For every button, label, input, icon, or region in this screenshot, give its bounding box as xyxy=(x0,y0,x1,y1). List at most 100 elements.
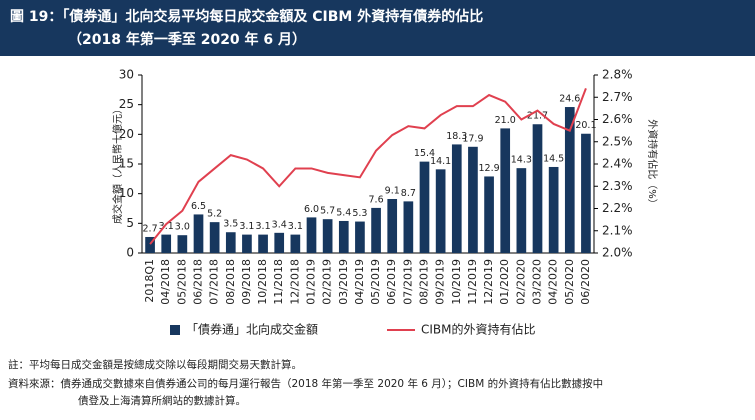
bar xyxy=(242,234,252,253)
x-tick-label: 03/2020 xyxy=(531,259,544,305)
y-tick-label: 25 xyxy=(119,97,134,111)
y-tick-label: 0 xyxy=(126,246,134,260)
bar xyxy=(290,234,301,253)
data-label: 21.7 xyxy=(527,111,548,122)
x-tick-label: 05/2018 xyxy=(175,259,188,305)
y2-tick-label: 2.7% xyxy=(602,90,633,104)
title-band xyxy=(0,0,755,56)
data-label: 3.0 xyxy=(175,222,190,233)
x-tick-label: 06/2019 xyxy=(385,259,398,305)
data-label: 3.1 xyxy=(288,221,303,232)
x-tick-label: 2018Q1 xyxy=(143,259,156,303)
bar xyxy=(468,146,478,253)
x-tick-label: 04/2018 xyxy=(159,259,172,305)
legend-swatch xyxy=(170,325,180,335)
x-tick-label: 02/2020 xyxy=(514,259,527,305)
line xyxy=(149,87,587,245)
y2-tick-label: 2.5% xyxy=(602,134,633,148)
data-label: 20.1 xyxy=(575,120,596,131)
legend-label: 「債券通」北向成交金額 xyxy=(186,322,318,337)
y2-tick-label: 2.1% xyxy=(602,223,633,237)
bar xyxy=(306,217,317,253)
data-label: 5.3 xyxy=(352,208,367,219)
x-tick-label: 06/2020 xyxy=(579,259,592,305)
x-tick-label: 01/2019 xyxy=(305,259,318,305)
x-tick-label: 07/2019 xyxy=(401,259,414,305)
data-label: 15.4 xyxy=(414,148,435,159)
data-label: 14.3 xyxy=(511,155,532,166)
bar xyxy=(371,207,381,253)
bar xyxy=(484,176,494,253)
x-tick-label: 02/2019 xyxy=(321,259,334,305)
x-tick-label: 10/2018 xyxy=(256,259,269,305)
bar xyxy=(548,166,559,253)
data-label: 14.5 xyxy=(543,153,564,164)
y-tick-label: 5 xyxy=(126,216,134,230)
bar xyxy=(387,199,398,253)
bar xyxy=(161,234,172,253)
y-tick-label: 20 xyxy=(119,127,134,141)
bar xyxy=(355,221,365,253)
x-tick-label: 09/2018 xyxy=(240,259,253,305)
x-tick-label: 11/2019 xyxy=(466,259,479,305)
note: 註：平均每日成交金額是按總成交除以每段期間交易天數計算。 xyxy=(8,358,302,371)
data-label: 5.2 xyxy=(207,209,222,220)
y-tick-label: 15 xyxy=(119,157,134,171)
y2-axis-label: 外資持有佔比（%） xyxy=(646,119,659,209)
data-label: 3.5 xyxy=(223,219,238,230)
data-label: 3.4 xyxy=(272,219,287,230)
y-tick-label: 10 xyxy=(119,186,134,200)
x-tick-label: 11/2018 xyxy=(272,259,285,305)
bar xyxy=(258,234,268,253)
y2-tick-label: 2.3% xyxy=(602,179,633,193)
y2-tick-label: 2.8% xyxy=(602,68,633,82)
x-tick-label: 03/2019 xyxy=(337,259,350,305)
data-label: 17.9 xyxy=(462,133,483,144)
data-label: 24.6 xyxy=(559,94,580,105)
data-label: 9.1 xyxy=(385,186,400,197)
bar xyxy=(177,235,188,253)
x-tick-label: 01/2020 xyxy=(498,259,511,305)
bar xyxy=(435,169,446,253)
x-tick-label: 09/2019 xyxy=(434,259,447,305)
x-tick-label: 04/2019 xyxy=(353,259,366,305)
bar xyxy=(451,144,462,253)
source: 資料來源：債券通成交數據來自債券通公司的每月運行報告（2018 年第一季至 20… xyxy=(8,377,603,390)
bar xyxy=(516,168,527,253)
bar xyxy=(532,124,543,253)
bar xyxy=(419,161,430,253)
x-tick-label: 05/2019 xyxy=(369,259,382,305)
data-label: 2.7 xyxy=(143,223,158,234)
bar xyxy=(322,219,333,253)
data-label: 6.0 xyxy=(304,204,319,215)
data-label: 3.1 xyxy=(239,221,254,232)
data-label: 3.1 xyxy=(159,221,174,232)
data-label: 8.7 xyxy=(401,188,416,199)
y-axis-label: 成交金額（人民幣十億元） xyxy=(111,104,124,224)
bar xyxy=(193,214,204,253)
y2-tick-label: 2.6% xyxy=(602,112,633,126)
x-tick-label: 05/2020 xyxy=(563,259,576,305)
data-label: 21.0 xyxy=(495,115,516,126)
bar xyxy=(500,128,511,253)
bar xyxy=(581,133,591,253)
x-tick-label: 04/2020 xyxy=(547,259,560,305)
x-tick-label: 12/2019 xyxy=(482,259,495,305)
x-tick-label: 07/2018 xyxy=(208,259,221,305)
data-label: 6.5 xyxy=(191,201,206,212)
y-tick-label: 30 xyxy=(119,68,134,82)
bar xyxy=(274,232,285,253)
x-tick-label: 08/2018 xyxy=(224,259,237,305)
y2-tick-label: 2.2% xyxy=(602,201,633,215)
y2-tick-label: 2.4% xyxy=(602,157,633,171)
bar xyxy=(225,232,236,253)
data-label: 12.9 xyxy=(478,163,499,174)
data-label: 5.7 xyxy=(320,206,335,217)
data-label: 3.1 xyxy=(256,221,271,232)
x-tick-label: 12/2018 xyxy=(288,259,301,305)
bar xyxy=(145,236,155,253)
chart-title: 圖 19：「債券通」北向交易平均每日成交金額及 CIBM 外資持有債券的佔比 xyxy=(10,8,483,25)
bar xyxy=(564,107,575,253)
bar xyxy=(403,201,414,253)
